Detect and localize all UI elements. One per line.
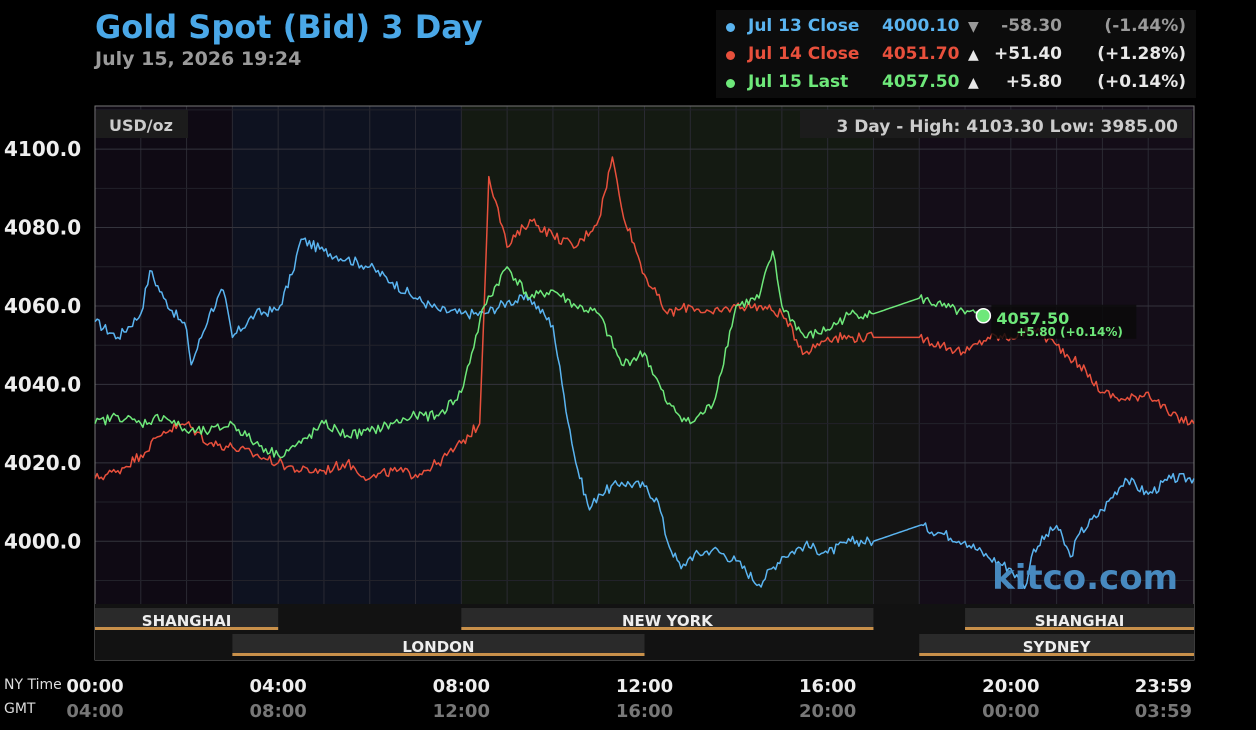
legend-change-jul15: +5.80 <box>1005 72 1062 92</box>
session-bars: SHANGHAI NEW YORK SHANGHAI LONDON SYDNEY <box>95 604 1194 660</box>
legend-row-jul14: Jul 14 Close 4051.70 ▲ +51.40 (+1.28%) <box>716 44 1196 68</box>
session-bar-underline <box>232 653 645 656</box>
session-bar-underline <box>95 627 279 630</box>
x-tick-label-ny: 04:00 <box>250 676 307 697</box>
session-label: SHANGHAI <box>1035 612 1125 630</box>
range-box <box>800 110 1192 138</box>
y-tick-label: 4080.0 <box>4 216 81 240</box>
chart-title: Gold Spot (Bid) 3 Day <box>95 8 483 46</box>
chart-gridlines <box>94 105 1195 661</box>
y-tick-label: 4020.0 <box>4 451 81 475</box>
last-price-dot <box>975 308 992 324</box>
session-bar-underline <box>965 627 1194 630</box>
y-tick-label: 4040.0 <box>4 372 81 396</box>
x-row-label-gmt: GMT <box>4 701 36 717</box>
legend-dot-jul13 <box>726 23 735 32</box>
legend-pct-jul13: (-1.44%) <box>1104 16 1186 36</box>
x-tick-label-gmt: 03:59 <box>1135 701 1192 722</box>
unit-label: USD/oz <box>109 116 173 135</box>
arrow-up-icon: ▲ <box>968 47 979 63</box>
legend-label-jul14: Jul 14 Close <box>748 44 860 64</box>
legend-pct-jul14: (+1.28%) <box>1097 44 1186 64</box>
arrow-up-icon: ▲ <box>968 75 979 91</box>
arrow-down-icon: ▼ <box>968 19 979 35</box>
series-line-1 <box>94 237 1195 590</box>
session-label: LONDON <box>402 638 474 656</box>
y-tick-label: 4000.0 <box>4 529 81 553</box>
y-tick-label: 4060.0 <box>4 294 81 318</box>
range-text: 3 Day - High: 4103.30 Low: 3985.00 <box>836 117 1178 137</box>
x-tick-label-gmt: 00:00 <box>982 701 1039 722</box>
london-session-shade <box>232 106 462 604</box>
session-bar <box>919 634 1194 656</box>
legend-row-jul13: Jul 13 Close 4000.10 ▼ -58.30 (-1.44%) <box>716 16 1196 40</box>
session-bar <box>95 608 279 630</box>
legend-dot-jul15 <box>726 79 735 88</box>
x-tick-label-ny: 08:00 <box>433 676 490 697</box>
unit-label-box <box>96 110 188 138</box>
session-bar-underline <box>919 653 1194 656</box>
legend-pct-jul15: (+0.14%) <box>1097 72 1186 92</box>
session-bar-underline <box>461 627 874 630</box>
chart-overlay: USD/oz 3 Day - High: 4103.30 Low: 3985.0… <box>96 110 1192 598</box>
legend-value-jul15: 4057.50 <box>882 72 960 92</box>
x-tick-label-ny: 16:00 <box>799 676 856 697</box>
last-price-change: +5.80 (+0.14%) <box>1016 325 1123 339</box>
watermark: kitco.com <box>992 558 1178 598</box>
legend-dot-jul14 <box>726 51 735 60</box>
legend-change-jul13: -58.30 <box>1001 16 1062 36</box>
market-closed-gap <box>873 106 920 660</box>
x-tick-label-gmt: 16:00 <box>616 701 673 722</box>
y-axis: 4100.0 4080.0 4060.0 4040.0 4020.0 4000.0 <box>4 137 81 553</box>
legend: Jul 13 Close 4000.10 ▼ -58.30 (-1.44%) J… <box>716 10 1196 98</box>
legend-value-jul13: 4000.10 <box>882 16 960 36</box>
x-tick-label-gmt: 04:00 <box>66 701 123 722</box>
x-tick-label-ny: 20:00 <box>982 676 1039 697</box>
legend-label-jul15: Jul 15 Last <box>748 72 849 92</box>
last-price-value: 4057.50 <box>996 309 1069 328</box>
legend-change-jul14: +51.40 <box>993 44 1062 64</box>
session-label: NEW YORK <box>622 612 714 630</box>
legend-row-jul15: Jul 15 Last 4057.50 ▲ +5.80 (+0.14%) <box>716 72 1196 96</box>
legend-label-jul13: Jul 13 Close <box>748 16 860 36</box>
x-tick-label-ny: 23:59 <box>1135 676 1192 697</box>
x-tick-label-gmt: 20:00 <box>799 701 856 722</box>
legend-value-jul14: 4051.70 <box>882 44 960 64</box>
x-tick-label-ny: 12:00 <box>616 676 673 697</box>
last-price-box <box>991 304 1137 339</box>
session-bar <box>965 608 1194 630</box>
last-price-marker: 4057.50+5.80 (+0.14%) <box>975 304 1137 339</box>
x-tick-label-gmt: 08:00 <box>250 701 307 722</box>
session-bar <box>461 608 874 630</box>
session-bar <box>232 634 645 656</box>
chart-datetime: July 15, 2026 19:24 <box>95 48 302 70</box>
y-tick-label: 4100.0 <box>4 137 81 161</box>
newyork-session-shade <box>461 106 874 604</box>
session-label: SHANGHAI <box>142 612 232 630</box>
series-line-3 <box>94 250 985 459</box>
x-tick-label-gmt: 12:00 <box>433 701 490 722</box>
session-label: SYDNEY <box>1023 638 1092 656</box>
x-row-label-ny: NY Time <box>4 677 62 693</box>
x-axis: NY Time GMT 00:00 04:00 04:00 08:00 08:00 12:00… <box>4 676 1192 722</box>
x-tick-label-ny: 00:00 <box>66 676 123 697</box>
